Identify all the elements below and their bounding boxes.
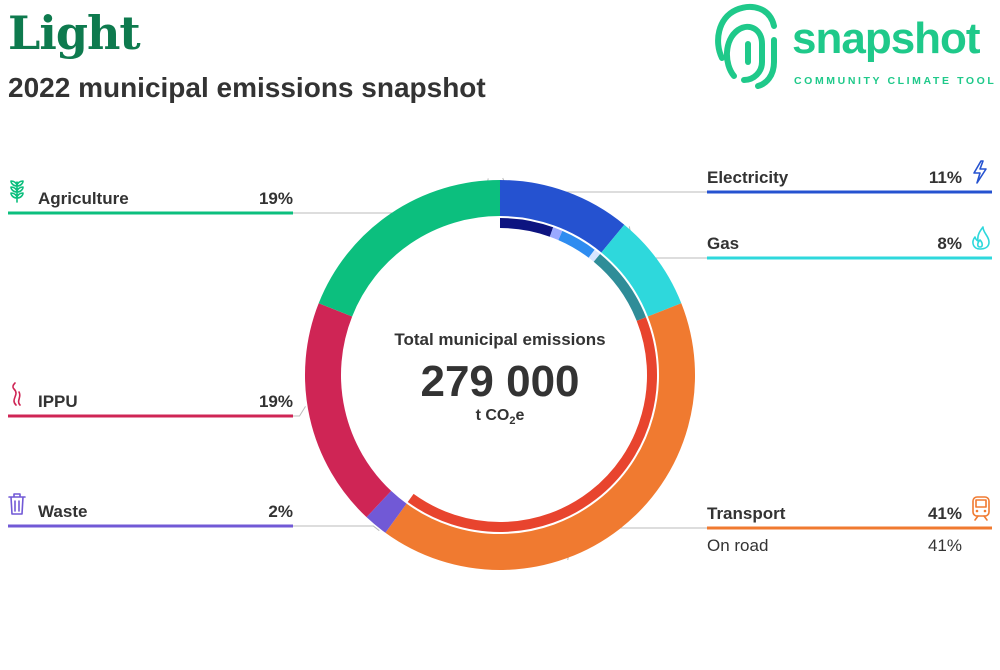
- leader-line-waste: [293, 525, 380, 532]
- inner-slice-electricity-1: [549, 227, 563, 241]
- label-agriculture: Agriculture: [38, 189, 129, 208]
- center-value: 279 000: [420, 357, 579, 406]
- flame-icon: [972, 226, 990, 250]
- center-unit-prefix: t CO: [476, 407, 510, 424]
- pct-gas: 8%: [937, 234, 962, 253]
- label-electricity: Electricity: [707, 168, 789, 187]
- page-title: Light: [8, 6, 141, 60]
- trash-icon: [8, 493, 26, 515]
- inner-slice-electricity-3: [588, 249, 601, 262]
- slice-agriculture: [318, 180, 501, 317]
- center-unit-sub: 2: [509, 415, 515, 427]
- slice-waste: [366, 490, 407, 533]
- label-gas: Gas: [707, 234, 739, 253]
- logo-tagline: COMMUNITY CLIMATE TOOL: [794, 75, 997, 87]
- pct-waste: 2%: [268, 502, 293, 521]
- center-unit-suffix: e: [516, 407, 525, 424]
- outer-ring: [305, 180, 695, 570]
- subpct-on-road: 41%: [928, 536, 962, 555]
- sublabel-on-road: On road: [707, 536, 768, 555]
- label-waste: Waste: [38, 502, 87, 521]
- inner-slice-gas-4: [593, 254, 646, 321]
- category-labels: Electricity 11% Gas 8% Transport 41% On road 41…: [8, 160, 992, 555]
- pct-transport: 41%: [928, 504, 962, 523]
- train-icon: [972, 496, 990, 521]
- center-unit: t CO2e: [476, 407, 525, 427]
- center-title: Total municipal emissions: [394, 330, 605, 349]
- inner-slice-electricity-0: [499, 218, 554, 237]
- pct-electricity: 11%: [929, 168, 962, 187]
- lightning-icon: [973, 160, 987, 184]
- slice-electricity: [499, 180, 625, 253]
- smoke-icon: [12, 382, 21, 406]
- fingerprint-logo-icon: [715, 4, 777, 89]
- snapshot-logo: snapshot COMMUNITY CLIMATE TOOL: [712, 0, 1000, 95]
- page-subtitle: 2022 municipal emissions snapshot: [8, 72, 486, 103]
- inner-ring: [407, 218, 657, 532]
- pct-ippu: 19%: [259, 392, 293, 411]
- logo-wordmark: snapshot: [792, 14, 981, 63]
- inner-slice-transport-5: [407, 317, 657, 532]
- label-transport: Transport: [707, 504, 786, 523]
- label-ippu: IPPU: [38, 392, 78, 411]
- slice-gas: [601, 224, 682, 317]
- pct-agriculture: 19%: [259, 189, 293, 208]
- inner-slice-electricity-2: [558, 230, 595, 258]
- wheat-icon: [10, 180, 24, 203]
- slice-ippu: [305, 303, 392, 518]
- slice-transport: [385, 303, 695, 570]
- leader-line-ippu: [293, 406, 306, 417]
